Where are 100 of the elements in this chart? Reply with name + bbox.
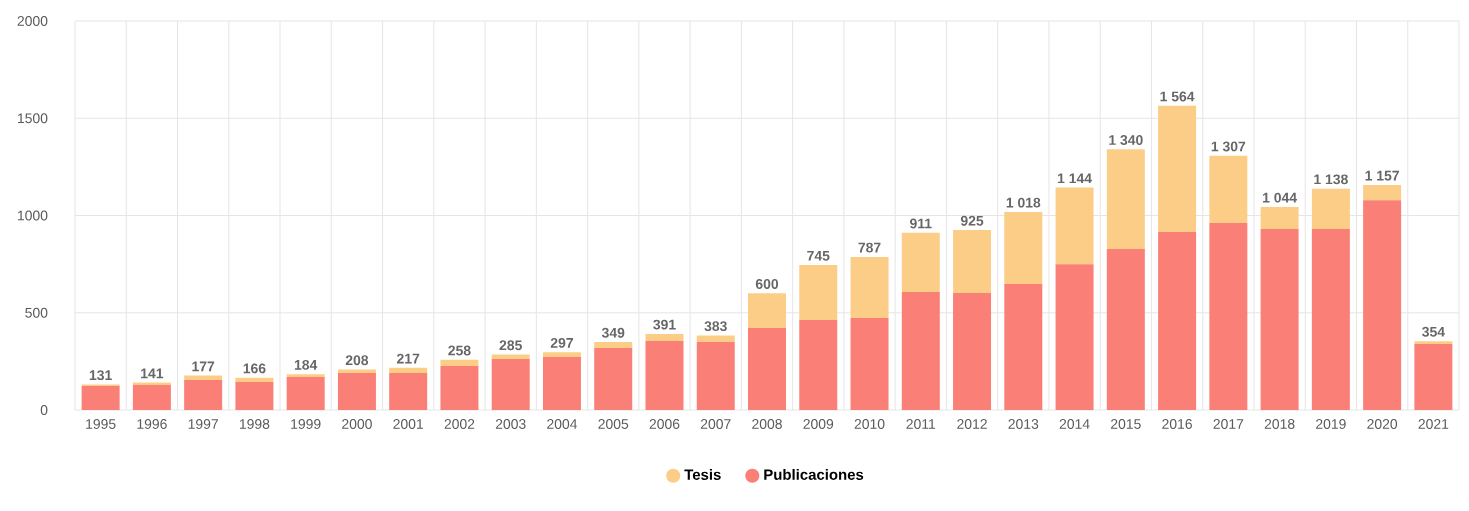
bar (440, 359, 479, 367)
total-label: 131 (89, 370, 112, 381)
legend-label: Publicaciones (764, 468, 864, 480)
total-label: 1 340 (1109, 135, 1143, 145)
bar (696, 335, 735, 342)
bar (645, 333, 684, 341)
bar (1004, 283, 1043, 410)
x-tick-label: 2020 (1367, 419, 1398, 429)
total-label: 208 (345, 355, 369, 366)
bar (542, 357, 581, 410)
total-label: 177 (192, 361, 215, 372)
x-tick-label: 2013 (1008, 419, 1039, 429)
total-label: 600 (755, 279, 779, 289)
x-tick-label: 2016 (1162, 419, 1192, 429)
x-tick-label: 2001 (393, 419, 423, 429)
bar (1209, 155, 1248, 224)
x-tick-label: 2015 (1111, 419, 1141, 429)
bar (594, 342, 633, 348)
x-tick-label: 2000 (342, 419, 372, 429)
bar (594, 347, 633, 410)
bar (1363, 200, 1402, 410)
bar (286, 374, 325, 377)
bar (953, 293, 992, 410)
bar (748, 293, 787, 329)
bar (1260, 229, 1299, 410)
bar (799, 265, 838, 320)
bar (645, 340, 684, 410)
bar (901, 232, 940, 292)
bar (440, 366, 479, 410)
total-label: 745 (807, 250, 830, 261)
x-tick-label: 2002 (444, 419, 475, 429)
total-label: 911 (910, 218, 932, 229)
total-label: 217 (397, 353, 420, 364)
total-label: 1 157 (1365, 170, 1399, 181)
bar (1004, 212, 1043, 284)
bar (799, 319, 838, 410)
total-label: 1 564 (1160, 91, 1195, 102)
total-label: 184 (294, 359, 318, 370)
x-tick-label: 2009 (803, 419, 834, 429)
x-tick-label: 2010 (854, 419, 885, 429)
bar (389, 373, 428, 410)
bar (1260, 206, 1299, 230)
bar (542, 352, 581, 358)
y-tick-label: 0 (40, 405, 48, 415)
x-tick-label: 1997 (188, 419, 218, 429)
bar (901, 291, 940, 410)
bar (1158, 105, 1197, 233)
bar (235, 381, 274, 410)
bar (337, 373, 376, 410)
bar (1363, 184, 1402, 201)
total-label: 354 (1422, 326, 1445, 337)
x-tick-label: 2005 (598, 419, 629, 429)
total-label: 383 (704, 321, 727, 332)
legend-label: Tesis (684, 468, 721, 480)
x-tick-label: 1996 (137, 419, 167, 429)
x-tick-label: 2014 (1059, 419, 1090, 429)
bar (1158, 232, 1197, 410)
bar (1055, 264, 1094, 410)
y-tick-label: 1000 (17, 210, 48, 221)
x-tick-label: 2003 (495, 419, 526, 429)
bar (1311, 229, 1350, 410)
total-label: 787 (858, 242, 881, 253)
x-tick-label: 1999 (291, 419, 321, 429)
total-label: 1 044 (1263, 192, 1297, 203)
x-tick-label: 2004 (547, 419, 578, 429)
y-tick-label: 1500 (17, 113, 48, 124)
bar (1106, 149, 1145, 249)
bar (1311, 188, 1350, 230)
bar (389, 367, 428, 374)
bar (286, 376, 325, 410)
total-label: 297 (550, 337, 573, 348)
x-tick-label: 2007 (700, 419, 731, 429)
x-tick-label: 2006 (649, 419, 680, 429)
bar (491, 359, 530, 410)
x-tick-label: 2017 (1213, 419, 1244, 429)
bar (850, 318, 889, 410)
bar (132, 385, 171, 410)
total-label: 1 018 (1006, 197, 1041, 208)
total-label: 925 (960, 215, 984, 226)
bar (81, 386, 120, 410)
bar (1414, 341, 1453, 345)
y-tick-label: 500 (25, 307, 48, 318)
bar (235, 377, 274, 382)
x-tick-label: 2019 (1316, 419, 1346, 429)
bar (850, 256, 889, 318)
bar (1209, 223, 1248, 410)
total-label: 141 (141, 368, 164, 379)
x-tick-label: 2012 (957, 419, 987, 429)
bar (696, 341, 735, 410)
total-label: 1 307 (1211, 141, 1246, 152)
y-tick-label: 2000 (17, 16, 48, 26)
x-tick-label: 2021 (1418, 419, 1449, 429)
total-label: 1 144 (1057, 173, 1092, 184)
bar (1106, 248, 1145, 410)
total-label: 391 (653, 319, 676, 330)
total-label: 349 (601, 327, 625, 338)
x-tick-label: 2018 (1264, 419, 1295, 429)
x-tick-label: 1998 (239, 419, 270, 429)
x-tick-label: 2008 (752, 419, 782, 429)
total-label: 285 (499, 340, 522, 351)
